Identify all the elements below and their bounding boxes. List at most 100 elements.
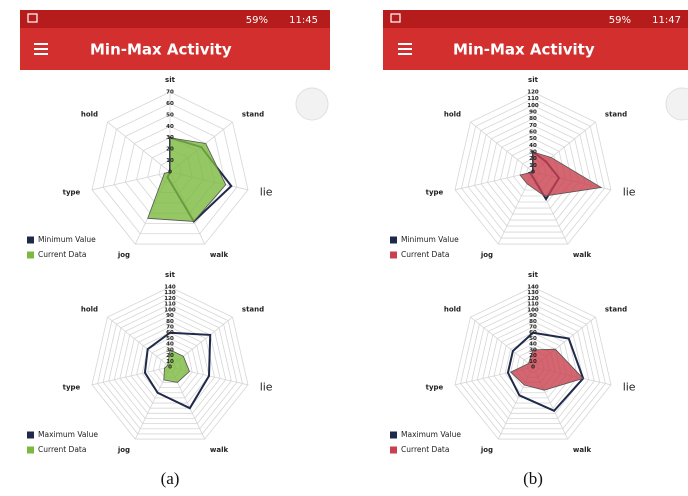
tick-label: 140	[527, 285, 539, 291]
tick-label: 40	[529, 342, 537, 348]
caption: (a)	[161, 469, 180, 488]
axis-label: walk	[573, 251, 592, 259]
app-title: Min-Max Activity	[90, 41, 232, 59]
legend-label: Current Data	[401, 250, 449, 259]
axis-label: stand	[242, 111, 264, 119]
more-button[interactable]	[296, 88, 328, 120]
legend-swatch	[27, 237, 34, 244]
tick-label: 130	[527, 290, 539, 296]
tick-label: 70	[166, 325, 174, 331]
tick-label: 10	[166, 359, 174, 365]
tick-label: 40	[529, 143, 537, 149]
axis-label: jog	[117, 446, 130, 454]
tick-label: 120	[164, 296, 176, 302]
tick-label: 120	[527, 90, 539, 96]
legend-swatch	[390, 447, 397, 454]
tick-label: 10	[529, 163, 537, 169]
axis-label: jog	[117, 251, 130, 259]
app-title: Min-Max Activity	[453, 41, 595, 59]
axis-label: stand	[605, 306, 627, 314]
axis-label: stand	[242, 306, 264, 314]
tick-label: 60	[529, 130, 537, 136]
tick-label: 50	[529, 336, 537, 342]
tick-label: 130	[164, 290, 176, 296]
tick-label: 80	[529, 116, 537, 122]
axis-label: type	[63, 188, 81, 196]
tick-label: 110	[164, 302, 176, 308]
axis-label: walk	[573, 446, 592, 454]
area-series	[148, 138, 226, 222]
tick-label: 90	[529, 110, 537, 116]
tick-label: 10	[166, 158, 174, 164]
tick-label: 90	[166, 313, 174, 319]
legend-swatch	[390, 432, 397, 439]
axis-label: hold	[444, 306, 461, 314]
legend-label: Current Data	[38, 250, 86, 259]
tick-label: 50	[166, 112, 174, 118]
tick-label: 0	[531, 170, 535, 176]
axis-label: lie	[260, 380, 273, 393]
axis-label: sit	[528, 76, 539, 84]
tick-label: 0	[168, 365, 172, 371]
spoke	[92, 172, 170, 190]
tick-label: 110	[527, 96, 539, 102]
status-bar	[383, 10, 688, 28]
axis-label: jog	[480, 251, 493, 259]
tick-label: 70	[166, 90, 174, 96]
tick-label: 40	[166, 124, 174, 130]
tick-label: 110	[527, 302, 539, 308]
tick-label: 80	[166, 319, 174, 325]
tick-label: 20	[529, 156, 537, 162]
axis-label: sit	[165, 76, 176, 84]
spoke	[92, 367, 170, 385]
axis-label: hold	[81, 111, 98, 119]
axis-label: lie	[623, 380, 636, 393]
axis-label: lie	[623, 185, 636, 198]
tick-label: 60	[529, 330, 537, 336]
axis-label: walk	[210, 251, 229, 259]
legend-label: Maximum Value	[401, 430, 461, 439]
tick-label: 140	[164, 285, 176, 291]
clock: 11:47	[652, 15, 681, 26]
tick-label: 70	[529, 325, 537, 331]
axis-label: type	[426, 383, 444, 391]
tick-label: 30	[529, 150, 537, 156]
battery: 59%	[609, 15, 631, 26]
legend-swatch	[27, 432, 34, 439]
legend-label: Minimum Value	[38, 235, 96, 244]
tick-label: 100	[164, 307, 176, 313]
legend-label: Minimum Value	[401, 235, 459, 244]
axis-label: hold	[81, 306, 98, 314]
tick-label: 120	[527, 296, 539, 302]
tick-label: 10	[529, 359, 537, 365]
tick-label: 90	[529, 313, 537, 319]
axis-label: type	[426, 188, 444, 196]
tick-label: 70	[529, 123, 537, 129]
legend-swatch	[390, 252, 397, 259]
tick-label: 50	[529, 136, 537, 142]
more-button[interactable]	[666, 88, 688, 120]
tick-label: 100	[527, 103, 539, 109]
status-bar	[20, 10, 330, 28]
axis-label: sit	[528, 271, 539, 279]
tick-label: 30	[166, 347, 174, 353]
tick-label: 40	[166, 342, 174, 348]
tick-label: 80	[529, 319, 537, 325]
tick-label: 30	[166, 135, 174, 141]
tick-label: 60	[166, 330, 174, 336]
tick-label: 20	[166, 353, 174, 359]
tick-label: 0	[531, 365, 535, 371]
panel-a-frame	[20, 10, 330, 120]
battery: 59%	[246, 15, 268, 26]
tick-label: 50	[166, 336, 174, 342]
axis-label: lie	[260, 185, 273, 198]
axis-label: stand	[605, 111, 627, 119]
tick-label: 30	[529, 347, 537, 353]
legend-swatch	[27, 447, 34, 454]
axis-label: hold	[444, 111, 461, 119]
menu-icon[interactable]	[34, 43, 48, 55]
tick-label: 60	[166, 101, 174, 107]
menu-icon[interactable]	[398, 43, 412, 55]
legend-label: Maximum Value	[38, 430, 98, 439]
axis-label: type	[63, 383, 81, 391]
